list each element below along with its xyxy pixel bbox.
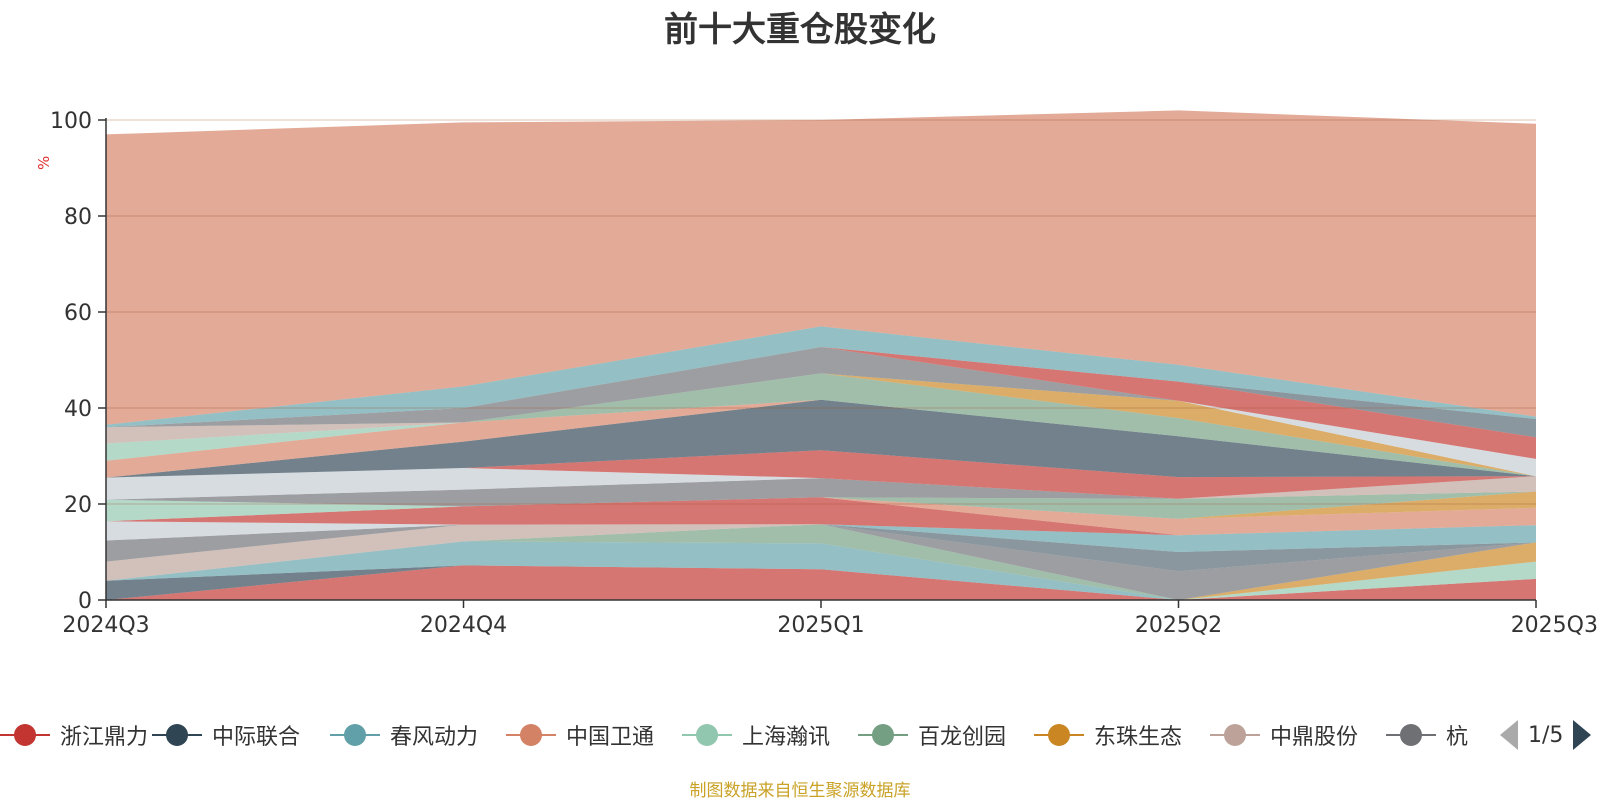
legend-label: 浙江鼎力	[60, 725, 149, 750]
legend-marker-icon	[0, 724, 50, 746]
legend-item[interactable]: 春风动力	[330, 715, 478, 755]
legend-page-indicator: 1/5	[1528, 722, 1564, 748]
legend-label: 上海瀚讯	[742, 725, 831, 750]
legend-marker-icon	[1034, 724, 1084, 746]
x-tick-label: 2025Q1	[777, 613, 864, 638]
legend-marker-icon	[1386, 724, 1436, 746]
legend-item[interactable]: 中鼎股份	[1210, 715, 1358, 755]
legend-marker-icon	[858, 724, 908, 746]
chart-svg: 0 20 40 60 80 100 2024Q3 2024Q4 2025Q1 2025Q2 2025…	[35, 109, 1598, 638]
x-tick-label: 2024Q3	[62, 613, 149, 638]
area-series-3	[106, 541, 1536, 600]
legend-label: 中鼎股份	[1270, 725, 1359, 750]
x-tick-label: 2024Q4	[420, 613, 507, 638]
y-tick-label: 20	[64, 493, 92, 518]
y-tick-label: 100	[50, 109, 92, 134]
area-series-13	[106, 497, 1536, 536]
legend-marker-icon	[330, 724, 380, 746]
legend-label: 东珠生态	[1094, 725, 1183, 750]
area-series-31	[106, 347, 1536, 438]
area-series-26	[106, 373, 1536, 477]
y-tick-label: 0	[78, 589, 92, 614]
area-series-21	[106, 450, 1536, 499]
area-series-15	[106, 497, 1536, 522]
legend-next-icon[interactable]	[1573, 720, 1592, 750]
area-series-9	[106, 524, 1536, 600]
legend-prev-icon[interactable]	[1500, 720, 1518, 750]
legend-item[interactable]: 杭	[1386, 715, 1468, 755]
area-series-25	[106, 373, 1536, 477]
y-tick-label: 60	[64, 301, 92, 326]
area-series-10	[106, 524, 1536, 572]
legend-item[interactable]: 百龙创园	[858, 715, 1006, 755]
y-tick-label: 80	[64, 205, 92, 230]
legend-item[interactable]: 中国卫通	[506, 715, 654, 755]
legend: 浙江鼎力 中际联合 春风动力 中国卫通 上海瀚讯 百龙创园 东珠生态 中鼎股份 杭	[0, 715, 1480, 755]
legend-item[interactable]: 中际联合	[152, 715, 300, 755]
area-series-19	[106, 476, 1536, 507]
area-series-29	[106, 347, 1536, 459]
legend-label: 中际联合	[212, 725, 301, 750]
area-series-12	[106, 521, 1536, 552]
area-series-20	[106, 468, 1536, 500]
legend-marker-icon	[152, 724, 202, 746]
area-series-11	[106, 521, 1536, 552]
legend-item[interactable]: 上海瀚讯	[682, 715, 830, 755]
area-series-23	[106, 399, 1536, 478]
area-series-32	[106, 326, 1536, 428]
legend-marker-icon	[506, 724, 556, 746]
chart-title: 前十大重仓股变化	[664, 10, 936, 50]
area-series-22	[106, 399, 1536, 478]
area-series-33	[106, 110, 1536, 425]
area-series-6	[106, 524, 1536, 600]
area-series-14	[106, 497, 1536, 536]
legend-item[interactable]: 浙江鼎力	[0, 715, 148, 755]
source-note: 制图数据来自恒生聚源数据库	[689, 781, 911, 801]
legend-marker-icon	[682, 724, 732, 746]
legend-marker-icon	[1210, 724, 1260, 746]
x-tick-label: 2025Q3	[1511, 613, 1598, 638]
x-tick-label: 2025Q2	[1135, 613, 1222, 638]
legend-item[interactable]: 东珠生态	[1034, 715, 1182, 755]
legend-label: 中国卫通	[566, 725, 655, 750]
area-series-30	[106, 347, 1536, 459]
legend-label: 百龙创园	[918, 725, 1007, 750]
y-tick-label: 40	[64, 397, 92, 422]
y-axis-label: %	[35, 156, 53, 170]
area-series-17	[106, 491, 1536, 519]
legend-label: 春风动力	[390, 725, 479, 750]
legend-pager: 1/5	[1500, 717, 1592, 753]
area-series-1	[106, 565, 1536, 600]
area-series-27	[106, 373, 1536, 477]
legend-label: 杭	[1446, 725, 1469, 750]
